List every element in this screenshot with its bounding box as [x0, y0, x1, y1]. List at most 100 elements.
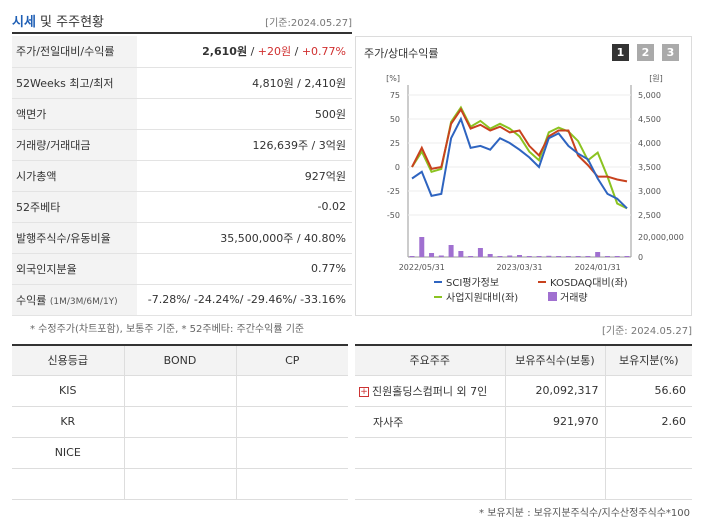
table-row: 거래량/거래대금 126,639주 / 3억원	[12, 129, 352, 161]
reference-date: [기준:2024.05.27]	[265, 18, 352, 29]
legend-label: KOSDAQ대비(좌)	[550, 277, 628, 289]
table-row	[355, 468, 692, 500]
bond-cell	[124, 375, 237, 407]
left-tick-label: 0	[395, 163, 400, 172]
row-value: 126,639주 / 3억원	[137, 129, 352, 161]
row-value: -0.02	[137, 191, 352, 223]
expand-icon[interactable]: +	[359, 386, 369, 397]
volume-bar	[575, 256, 581, 257]
chart-tab-2[interactable]: 2	[637, 44, 654, 61]
current-price: 2,610원	[202, 45, 248, 59]
price-change: +20원	[257, 45, 292, 59]
row-label: 시가총액	[12, 160, 137, 192]
holder-shares: 20,092,317	[505, 375, 606, 407]
left-tick-label: 50	[390, 115, 400, 124]
volume-bar	[526, 256, 532, 257]
left-tick-label: -25	[387, 187, 400, 196]
row-value: 927억원	[137, 160, 352, 192]
table-row: 자사주 921,970 2.60	[355, 406, 692, 438]
holder-name-cell: 자사주	[355, 406, 506, 438]
returns-label: 수익률	[16, 293, 47, 307]
credit-rating-table: 신용등급 BOND CP KIS KR NICE	[12, 344, 348, 500]
row-label: 외국인지분율	[12, 253, 137, 285]
volume-bar	[487, 254, 493, 257]
price-value: 2,610원 / +20원 / +0.77%	[137, 36, 352, 68]
separator: /	[247, 45, 258, 59]
returns-value: -7.28%/ -24.24%/ -29.46%/ -33.16%	[137, 284, 352, 316]
row-label: 발행주식수/유동비율	[12, 222, 137, 254]
empty-cell	[605, 437, 692, 469]
left-tick-label: -50	[387, 211, 400, 220]
volume-bar	[604, 256, 610, 257]
bond-cell	[124, 406, 237, 438]
column-header: CP	[236, 344, 348, 376]
table-row: 52주베타 -0.02	[12, 191, 352, 223]
volume-bar	[556, 256, 562, 257]
table-header-row: 주요주주 보유주식수(보통) 보유지분(%)	[355, 344, 692, 376]
table-row: 액면가 500원	[12, 98, 352, 130]
empty-cell	[505, 437, 606, 469]
row-label: 수익률 (1M/3M/6M/1Y)	[12, 284, 137, 316]
row-value: 4,810원 / 2,410원	[137, 67, 352, 99]
right-tick-label: 4,500	[638, 115, 661, 124]
cp-cell	[236, 375, 348, 407]
agency-cell	[12, 468, 125, 500]
table-row: 시가총액 927억원	[12, 160, 352, 192]
right-axis-unit: [원]	[649, 74, 663, 83]
row-label: 52Weeks 최고/최저	[12, 67, 137, 99]
column-header: 주요주주	[355, 344, 506, 376]
row-label: 주가/전일대비/수익률	[12, 36, 137, 68]
table-row: KIS	[12, 375, 348, 407]
title-primary: 시세	[12, 15, 36, 30]
right-tick-label: 3,500	[638, 163, 661, 172]
volume-tick-label: 0	[638, 253, 643, 262]
volume-bar	[458, 251, 464, 257]
chart-tab-3[interactable]: 3	[662, 44, 679, 61]
right-tick-label: 2,500	[638, 211, 661, 220]
table-row: 수익률 (1M/3M/6M/1Y) -7.28%/ -24.24%/ -29.4…	[12, 284, 352, 316]
table-row	[12, 468, 348, 500]
holder-pct: 56.60	[605, 375, 692, 407]
right-tick-label: 4,000	[638, 139, 661, 148]
left-tick-label: 25	[390, 139, 400, 148]
volume-bar	[448, 245, 454, 257]
column-header: 보유주식수(보통)	[505, 344, 606, 376]
title-secondary: 및 주주현황	[35, 15, 104, 30]
volume-bar	[419, 237, 425, 257]
row-label: 거래량/거래대금	[12, 129, 137, 161]
legend-label: SCI평가정보	[446, 277, 499, 289]
agency-cell: NICE	[12, 437, 125, 469]
cp-cell	[236, 406, 348, 438]
bond-cell	[124, 437, 237, 469]
price-chart: [%] [원] 75 50 25 0 -25 -50 5,000 4,500 4,000 3,500 3…	[386, 74, 684, 304]
volume-bar	[468, 256, 474, 257]
quote-footnote: * 수정주가(차트포함), 보통주 기준, * 52주베타: 주간수익률 기준	[30, 324, 305, 335]
chart-panel: 주가/상대수익률 1 2 3 [%] [원] 75 50 25 0 -25 -50 5,000 4…	[355, 36, 692, 316]
chart-title: 주가/상대수익률	[364, 47, 439, 60]
table-row: KR	[12, 406, 348, 438]
cp-cell	[236, 437, 348, 469]
chart-tab-1[interactable]: 1	[612, 44, 629, 61]
legend-label: 거래량	[560, 292, 588, 304]
left-axis-unit: [%]	[386, 74, 400, 83]
holders-reference-date: [기준: 2024.05.27]	[601, 326, 692, 337]
section-header: 시세 및 주주현황 [기준:2024.05.27]	[12, 8, 352, 34]
x-tick-label: 2024/01/31	[575, 263, 621, 272]
volume-bar	[477, 248, 483, 257]
volume-bar	[517, 255, 522, 257]
right-tick-label: 3,000	[638, 187, 661, 196]
volume-bar	[565, 256, 571, 257]
volume-bar	[438, 255, 444, 257]
row-value: 0.77%	[137, 253, 352, 285]
major-holders-table: 주요주주 보유주식수(보통) 보유지분(%) + 진원홀딩스컴퍼니 외 7인 20…	[355, 344, 692, 500]
bond-cell	[124, 468, 237, 500]
empty-cell	[355, 468, 506, 500]
volume-bar	[507, 255, 513, 257]
volume-bar	[409, 256, 415, 257]
separator: /	[291, 45, 302, 59]
holders-footnote: * 보유지분 : 보유지분주식수/지수산정주식수*100	[479, 508, 690, 519]
holder-pct: 2.60	[605, 406, 692, 438]
legend-swatch	[548, 292, 557, 301]
volume-bar	[546, 255, 552, 257]
x-tick-label: 2023/03/31	[496, 263, 542, 272]
